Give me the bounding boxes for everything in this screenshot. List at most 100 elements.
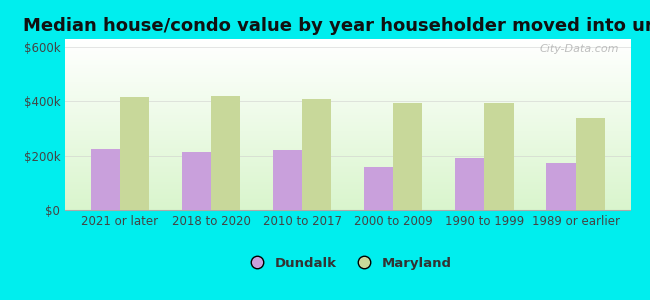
Bar: [65, 49, 630, 50]
Bar: [65, 142, 630, 143]
Bar: [65, 166, 630, 167]
Bar: [65, 160, 630, 161]
Bar: [65, 206, 630, 207]
Bar: [455, 158, 484, 210]
Bar: [65, 118, 630, 119]
Bar: [65, 100, 630, 101]
Bar: [211, 96, 240, 210]
Bar: [65, 198, 630, 199]
Bar: [65, 186, 630, 187]
Bar: [65, 39, 630, 40]
Bar: [65, 45, 630, 46]
Bar: [65, 194, 630, 195]
Bar: [393, 103, 422, 210]
Bar: [65, 110, 630, 111]
Bar: [65, 130, 630, 131]
Bar: [65, 183, 630, 184]
Bar: [65, 139, 630, 140]
Bar: [65, 187, 630, 188]
Bar: [65, 104, 630, 105]
Bar: [65, 50, 630, 51]
Bar: [65, 82, 630, 83]
Bar: [65, 100, 630, 101]
Bar: [65, 193, 630, 194]
Bar: [65, 107, 630, 108]
Bar: [65, 98, 630, 99]
Bar: [65, 118, 630, 119]
Bar: [65, 95, 630, 96]
Bar: [65, 209, 630, 210]
Bar: [65, 120, 630, 121]
Bar: [65, 108, 630, 109]
Bar: [65, 52, 630, 53]
Bar: [65, 137, 630, 138]
Bar: [65, 72, 630, 73]
Bar: [65, 157, 630, 158]
Bar: [65, 43, 630, 44]
Bar: [65, 171, 630, 172]
Bar: [65, 71, 630, 72]
Bar: [65, 85, 630, 86]
Bar: [65, 203, 630, 204]
Bar: [65, 163, 630, 164]
Bar: [65, 150, 630, 151]
Bar: [65, 148, 630, 149]
Bar: [65, 156, 630, 157]
Bar: [65, 69, 630, 70]
Bar: [65, 55, 630, 56]
Bar: [65, 79, 630, 80]
Bar: [65, 66, 630, 67]
Bar: [65, 127, 630, 128]
Bar: [65, 128, 630, 129]
Bar: [302, 99, 332, 210]
Bar: [65, 200, 630, 201]
Bar: [65, 196, 630, 197]
Bar: [65, 92, 630, 93]
Bar: [65, 44, 630, 45]
Bar: [65, 73, 630, 74]
Bar: [65, 161, 630, 162]
Bar: [65, 48, 630, 49]
Bar: [65, 191, 630, 192]
Bar: [65, 78, 630, 79]
Bar: [65, 113, 630, 114]
Bar: [65, 99, 630, 100]
Bar: [65, 153, 630, 154]
Bar: [65, 173, 630, 174]
Bar: [65, 170, 630, 171]
Bar: [65, 93, 630, 94]
Bar: [65, 143, 630, 144]
Bar: [65, 184, 630, 185]
Bar: [65, 58, 630, 59]
Bar: [65, 178, 630, 179]
Bar: [65, 60, 630, 61]
Bar: [65, 169, 630, 170]
Bar: [65, 64, 630, 65]
Bar: [65, 176, 630, 177]
Bar: [65, 68, 630, 69]
Bar: [65, 116, 630, 117]
Bar: [65, 109, 630, 110]
Bar: [65, 132, 630, 133]
Bar: [91, 149, 120, 210]
Bar: [65, 62, 630, 63]
Bar: [65, 87, 630, 88]
Bar: [547, 163, 576, 210]
Bar: [65, 177, 630, 178]
Bar: [65, 158, 630, 159]
Bar: [65, 56, 630, 57]
Bar: [65, 105, 630, 106]
Bar: [65, 207, 630, 208]
Bar: [65, 160, 630, 161]
Bar: [65, 67, 630, 68]
Bar: [65, 147, 630, 148]
Bar: [65, 189, 630, 190]
Bar: [65, 53, 630, 54]
Bar: [65, 102, 630, 103]
Bar: [65, 204, 630, 205]
Bar: [65, 70, 630, 71]
Bar: [65, 185, 630, 186]
Bar: [65, 42, 630, 43]
Bar: [65, 90, 630, 91]
Bar: [65, 81, 630, 82]
